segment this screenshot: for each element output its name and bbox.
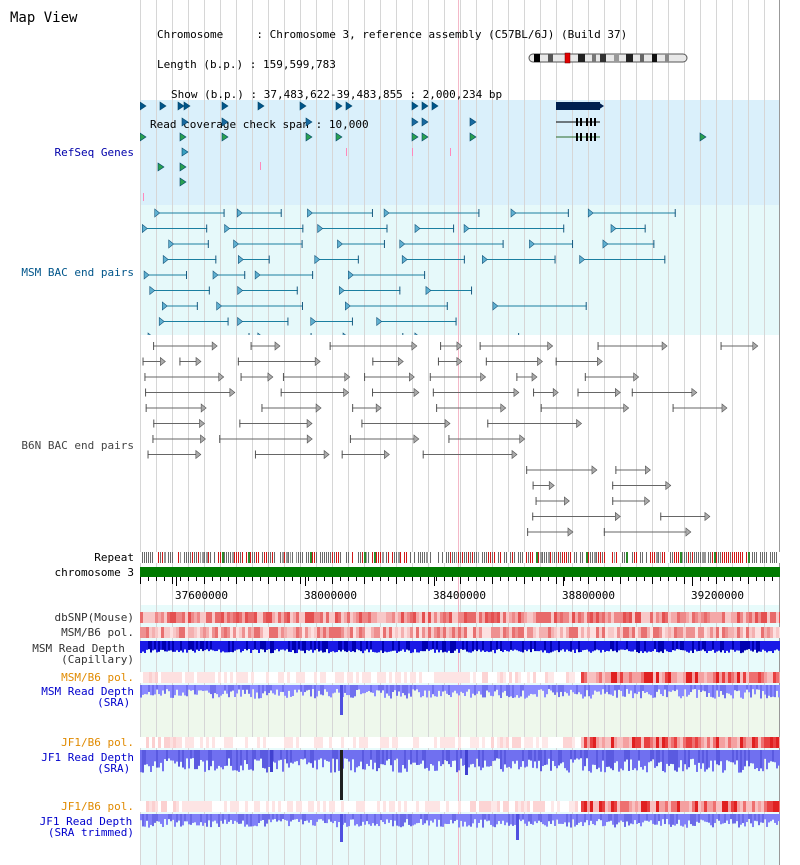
- label-refseq-genes[interactable]: RefSeq Genes: [54, 146, 134, 159]
- label-msm-b6-pol-2[interactable]: MSM/B6 pol.: [61, 671, 134, 684]
- show-row: Show (b.p.) : 37,483,622-39,483,855 : 2,…: [171, 88, 503, 101]
- axis-tick-label: 39200000: [691, 589, 744, 602]
- length-label: Length (b.p.): [157, 58, 244, 71]
- coverage-row: Read coverage check span : 10,000: [150, 118, 369, 131]
- show-value: 37,483,622-39,483,855 : 2,000,234 bp: [263, 88, 503, 101]
- label-jf1-depth-sra-line2: (SRA): [97, 762, 131, 775]
- axis-labels: 37600000 38000000 38400000 38800000 3920…: [140, 589, 780, 603]
- label-repeat[interactable]: Repeat: [94, 551, 134, 564]
- page-title: Map View: [10, 10, 78, 26]
- label-dbsnp[interactable]: dbSNP(Mouse): [54, 611, 134, 624]
- label-chromosome: chromosome 3: [54, 566, 134, 579]
- chromosome-ideogram[interactable]: [528, 52, 690, 64]
- jf1-depth-sra-track[interactable]: [140, 750, 780, 800]
- coverage-label: Read coverage check span: [150, 118, 309, 131]
- jf1-b6-pol-track-2[interactable]: [140, 801, 780, 812]
- label-b6n-bac-end-pairs[interactable]: B6N BAC end pairs: [21, 439, 134, 452]
- chromosome-bar: [140, 567, 780, 577]
- info-block: Chromosome : Chromosome 3, reference ass…: [150, 10, 627, 150]
- chromosome-value: Chromosome 3, reference assembly (C57BL/…: [269, 28, 628, 41]
- axis-tick-label: 38400000: [433, 589, 486, 602]
- chromosome-label: Chromosome: [157, 28, 224, 41]
- label-jf1-depth-sra[interactable]: JF1 Read Depth (SRA): [41, 752, 134, 774]
- position-axis: [140, 577, 773, 586]
- grid-lines: [140, 0, 780, 865]
- label-jf1-depth-sra-line1: JF1 Read Depth: [41, 751, 134, 764]
- b6n-bac-track[interactable]: [140, 340, 780, 550]
- repeat-track[interactable]: [140, 552, 780, 563]
- length-row: Length (b.p.) : 159,599,783: [157, 58, 336, 71]
- label-msm-depth-sra-line2: (SRA): [97, 696, 131, 709]
- label-msm-depth-sra[interactable]: MSM Read Depth (SRA): [41, 686, 134, 708]
- jf1-depth-trimmed-track[interactable]: [140, 814, 780, 844]
- msm-depth-sra-track[interactable]: [140, 685, 780, 717]
- show-label: Show (b.p.): [171, 88, 244, 101]
- length-value: 159,599,783: [262, 58, 336, 71]
- msm-b6-pol-track-1[interactable]: [140, 627, 780, 638]
- dbsnp-track[interactable]: [140, 612, 780, 623]
- label-msm-depth-capillary-line2: (Capillary): [61, 653, 134, 666]
- label-msm-bac-end-pairs[interactable]: MSM BAC end pairs: [21, 266, 134, 279]
- label-msm-depth-sra-line1: MSM Read Depth: [41, 685, 134, 698]
- label-msm-b6-pol-1[interactable]: MSM/B6 pol.: [61, 626, 134, 639]
- axis-tick-label: 38800000: [562, 589, 615, 602]
- msm-b6-pol-track-2[interactable]: [140, 672, 780, 683]
- axis-tick-label: 38000000: [304, 589, 357, 602]
- chromosome-row: Chromosome : Chromosome 3, reference ass…: [157, 28, 628, 41]
- label-jf1-depth-trimmed-line1: JF1 Read Depth: [39, 815, 133, 828]
- label-msm-depth-capillary[interactable]: MSM Read Depth (Capillary): [23, 643, 134, 665]
- refseq-genes-track[interactable]: [140, 100, 780, 205]
- label-jf1-b6-pol-1[interactable]: JF1/B6 pol.: [61, 736, 134, 749]
- msm-depth-capillary-track[interactable]: [140, 641, 780, 661]
- jf1-b6-pol-track-1[interactable]: [140, 737, 780, 748]
- axis-tick-label: 37600000: [175, 589, 228, 602]
- label-msm-depth-capillary-line1: MSM Read Depth: [32, 642, 125, 655]
- label-jf1-depth-trimmed[interactable]: JF1 Read Depth (SRA trimmed): [38, 816, 134, 838]
- label-jf1-depth-trimmed-line2: (SRA trimmed): [47, 826, 134, 839]
- label-jf1-b6-pol-2[interactable]: JF1/B6 pol.: [61, 800, 134, 813]
- coverage-value: 10,000: [328, 118, 369, 131]
- msm-bac-track[interactable]: [140, 205, 780, 335]
